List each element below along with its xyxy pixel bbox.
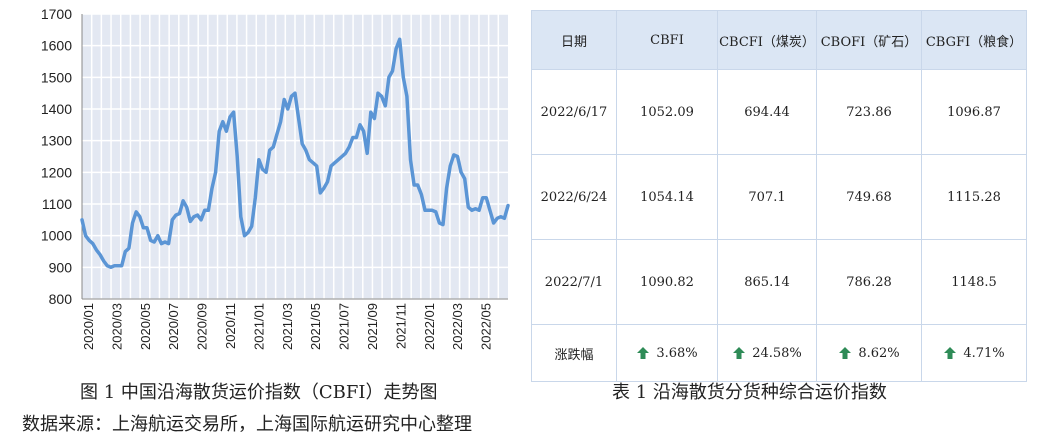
table-row: 2022/7/1 1090.82 865.14 786.28 1148.5: [531, 239, 1027, 325]
x-tick-label: 2020/03: [109, 303, 124, 350]
cbfi-line-chart: 800 900 1000 1100 1200 1300 1400 1500 1600 1700 2…: [41, 6, 510, 350]
up-arrow-icon: [637, 347, 650, 359]
up-arrow-icon: [839, 347, 852, 359]
change-row: 涨跌幅 3.68% 24.58% 8.62% 4.71%: [531, 324, 1027, 382]
y-axis-ticks: 800 900 1000 1100 1200 1300 1400 1500 1600 1700: [41, 6, 72, 307]
cell-cbofi: 723.86: [816, 69, 922, 155]
y-tick-label: 1400: [41, 101, 72, 117]
cell-date: 2022/7/1: [531, 239, 617, 325]
table-header-row: 日期 CBFI CBCFI（煤炭） CBOFI（矿石） CBGFI（粮食）: [531, 10, 1027, 70]
cell-cbofi: 786.28: [816, 239, 922, 325]
cell-cbfi: 1052.09: [616, 69, 718, 155]
y-tick-label: 900: [49, 259, 73, 275]
cell-cbgfi: 1096.87: [921, 69, 1027, 155]
header-cbgfi: CBGFI（粮食）: [921, 10, 1027, 70]
x-tick-label: 2021/01: [251, 303, 266, 350]
y-tick-label: 1600: [41, 38, 72, 54]
change-value: 4.71%: [963, 345, 1005, 361]
y-tick-label: 1700: [41, 6, 72, 22]
header-date: 日期: [531, 10, 617, 70]
cell-cbcfi: 865.14: [717, 239, 817, 325]
cell-cbgfi: 1115.28: [921, 154, 1027, 240]
change-value: 24.58%: [752, 345, 802, 361]
header-cbofi: CBOFI（矿石）: [816, 10, 922, 70]
up-arrow-icon: [944, 347, 957, 359]
change-cell-cbgfi: 4.71%: [921, 324, 1027, 382]
y-tick-label: 1200: [41, 164, 72, 180]
x-tick-label: 2021/03: [280, 303, 295, 350]
y-tick-label: 1000: [41, 228, 72, 244]
figure-caption: 图 1 中国沿海散货运价指数（CBFI）走势图: [80, 382, 438, 403]
grid-lines: [82, 13, 508, 300]
change-value: 3.68%: [656, 345, 698, 361]
cell-cbcfi: 707.1: [717, 154, 817, 240]
x-tick-label: 2021/09: [365, 303, 380, 350]
x-tick-label: 2022/03: [450, 303, 465, 350]
table-row: 2022/6/24 1054.14 707.1 749.68 1115.28: [531, 154, 1027, 240]
y-tick-label: 1100: [42, 196, 72, 212]
cell-date: 2022/6/17: [531, 69, 617, 155]
data-source-note: 数据来源：上海航运交易所，上海国际航运研究中心整理: [22, 414, 472, 435]
x-tick-label: 2020/11: [223, 303, 238, 349]
freight-index-table: 日期 CBFI CBCFI（煤炭） CBOFI（矿石） CBGFI（粮食） 20…: [531, 10, 1027, 382]
cell-cbfi: 1054.14: [616, 154, 718, 240]
x-tick-label: 2020/01: [81, 303, 96, 350]
change-value: 8.62%: [858, 345, 900, 361]
cell-cbofi: 749.68: [816, 154, 922, 240]
change-cell-cbfi: 3.68%: [616, 324, 718, 382]
x-tick-label: 2021/05: [308, 303, 323, 350]
header-cbcfi: CBCFI（煤炭）: [717, 10, 817, 70]
x-tick-label: 2020/09: [195, 303, 210, 350]
series-line-cbfi: [80, 37, 510, 270]
cell-cbcfi: 694.44: [717, 69, 817, 155]
x-axis-ticks: 2020/01 2020/03 2020/05 2020/07 2020/09 2020/…: [81, 303, 494, 350]
change-label: 涨跌幅: [531, 324, 617, 382]
x-tick-label: 2020/05: [138, 303, 153, 350]
x-tick-label: 2022/05: [479, 303, 494, 350]
change-cell-cbcfi: 24.58%: [717, 324, 817, 382]
x-tick-label: 2020/07: [166, 303, 181, 350]
up-arrow-icon: [733, 347, 746, 359]
cell-cbgfi: 1148.5: [921, 239, 1027, 325]
table-caption: 表 1 沿海散货分货种综合运价指数: [612, 382, 887, 403]
x-tick-label: 2021/11: [393, 303, 408, 349]
cell-cbfi: 1090.82: [616, 239, 718, 325]
x-tick-label: 2021/07: [337, 303, 352, 350]
table-row: 2022/6/17 1052.09 694.44 723.86 1096.87: [531, 69, 1027, 155]
y-tick-label: 1300: [41, 133, 72, 149]
header-cbfi: CBFI: [616, 10, 718, 70]
y-tick-label: 800: [49, 291, 73, 307]
change-cell-cbofi: 8.62%: [816, 324, 922, 382]
x-tick-label: 2022/01: [422, 303, 437, 350]
y-tick-label: 1500: [41, 69, 72, 85]
cell-date: 2022/6/24: [531, 154, 617, 240]
